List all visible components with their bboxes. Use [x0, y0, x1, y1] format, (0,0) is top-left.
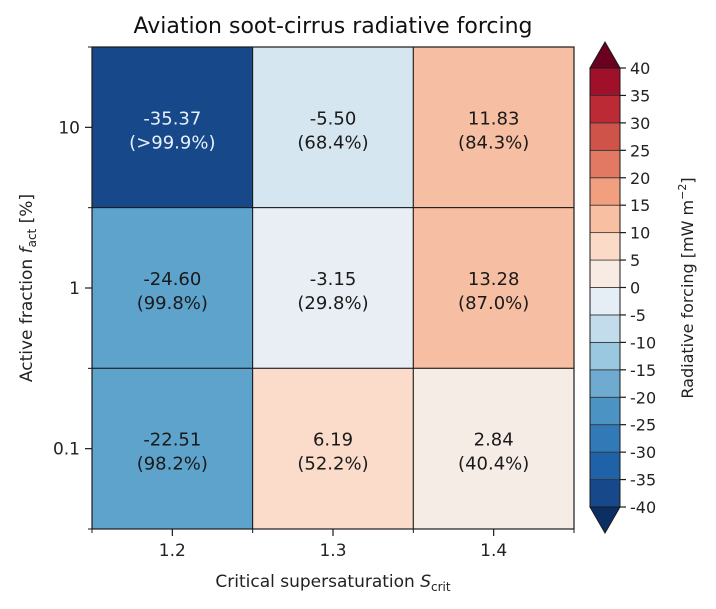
colorbar-tick-label: 5 [630, 251, 640, 270]
colorbar-tick-label: -20 [630, 388, 656, 407]
colorbar-extend-max [589, 40, 621, 69]
colorbar-extend-min [589, 506, 621, 535]
y-axis-label: Active fraction fact [%] [17, 194, 39, 382]
colorbar-bin [589, 95, 621, 124]
x-tick-label: 1.3 [319, 541, 346, 561]
colorbar-bin [589, 204, 621, 234]
heatmap-cell [412, 207, 575, 369]
cell-value-label: 2.84 [474, 430, 514, 451]
heatmap-cell [91, 207, 254, 369]
cell-percent-label: (29.8%) [297, 293, 368, 314]
x-tick-label: 1.2 [159, 541, 186, 561]
cell-percent-label: (84.3%) [458, 132, 529, 153]
colorbar-bin [589, 341, 621, 371]
cell-value-label: -5.50 [310, 108, 357, 129]
y-tick-label: 10 [58, 118, 80, 138]
y-axis-label-unit: [%] [17, 194, 37, 229]
cell-value-label: 11.83 [468, 108, 520, 129]
colorbar-tick-label: -5 [630, 306, 646, 325]
x-axis-label-text: Critical supersaturation [215, 572, 420, 592]
x-axis-label-symbol: S [420, 572, 431, 592]
colorbar-tick-label: 20 [630, 169, 650, 188]
x-tick-label: 1.4 [480, 541, 507, 561]
colorbar-bin [589, 149, 621, 179]
cell-percent-label: (99.8%) [137, 293, 208, 314]
colorbar-tick-label: 35 [630, 86, 650, 105]
y-axis-label-text: Active fraction [17, 253, 37, 382]
x-axis-label: Critical supersaturation Scrit [215, 572, 450, 594]
x-axis-ticks: 1.2 1.3 1.4 [91, 529, 575, 561]
colorbar-bin [589, 369, 621, 398]
cell-percent-label: (40.4%) [458, 454, 529, 475]
colorbar-tick-label: 25 [630, 141, 650, 160]
cell-value-label: 6.19 [313, 430, 353, 451]
cell-percent-label: (>99.9%) [129, 132, 215, 153]
colorbar-label-superscript: −2 [676, 184, 689, 200]
colorbar-label: Radiative forcing [mW m−2] [676, 177, 697, 398]
heatmap-cell [252, 367, 414, 530]
colorbar-label-end: ] [678, 177, 697, 183]
cell-value-label: -35.37 [143, 108, 201, 129]
cell-value-label: -3.15 [310, 269, 357, 290]
colorbar-tick-label: -35 [630, 471, 656, 490]
cell-percent-label: (52.2%) [297, 454, 368, 475]
colorbar-bin [589, 259, 621, 288]
heatmap-cell [252, 207, 414, 369]
colorbar-tick-label: 15 [630, 196, 650, 215]
heatmap-cell [91, 367, 254, 530]
y-axis-label-subscript: act [25, 228, 39, 247]
cell-percent-label: (68.4%) [297, 132, 368, 153]
x-axis-label-subscript: crit [431, 580, 451, 594]
cell-value-label: -22.51 [143, 430, 201, 451]
colorbar-bin [589, 67, 621, 96]
colorbar-tick-label: -25 [630, 416, 656, 435]
colorbar-bin [589, 396, 621, 426]
colorbar-bin [589, 424, 621, 453]
colorbar-tick-label: 0 [630, 279, 640, 298]
cell-value-label: -24.60 [143, 269, 201, 290]
colorbar-tick-label: -40 [630, 498, 656, 517]
colorbar: 40 35 30 25 20 15 10 5 0 -5 -10 -15 -20 -25 -30 -35 -40 [589, 40, 656, 535]
colorbar-bin [589, 479, 621, 508]
colorbar-bin [589, 177, 621, 206]
colorbar-tick-label: -30 [630, 443, 656, 462]
cell-percent-label: (98.2%) [137, 454, 208, 475]
heatmap-cell [91, 46, 254, 209]
colorbar-bin [589, 287, 621, 316]
colorbar-tick-label: 10 [630, 224, 650, 243]
cell-value-label: 13.28 [468, 269, 520, 290]
colorbar-bin [589, 232, 621, 261]
y-axis-label-symbol: f [17, 244, 37, 253]
colorbar-tick-label: -15 [630, 361, 656, 380]
y-axis-ticks: 10 1 0.1 [53, 46, 92, 530]
heatmap-cell [252, 46, 414, 209]
colorbar-tick-label: 30 [630, 114, 650, 133]
colorbar-bin [589, 314, 621, 343]
colorbar-label-text: Radiative forcing [mW m [678, 200, 697, 399]
cell-percent-label: (87.0%) [458, 293, 529, 314]
heatmap-cells [91, 46, 575, 530]
colorbar-tick-label: -10 [630, 333, 656, 352]
heatmap-cell-labels: -35.37 (>99.9%) -5.50 (68.4%) 11.83 (84.3%) -2… [129, 108, 529, 474]
colorbar-bin [589, 451, 621, 480]
chart-title: Aviation soot-cirrus radiative forcing [133, 14, 532, 39]
y-tick-label: 0.1 [53, 440, 80, 460]
colorbar-tick-label: 40 [630, 59, 650, 78]
y-tick-label: 1 [69, 279, 80, 299]
colorbar-bin [589, 122, 621, 151]
